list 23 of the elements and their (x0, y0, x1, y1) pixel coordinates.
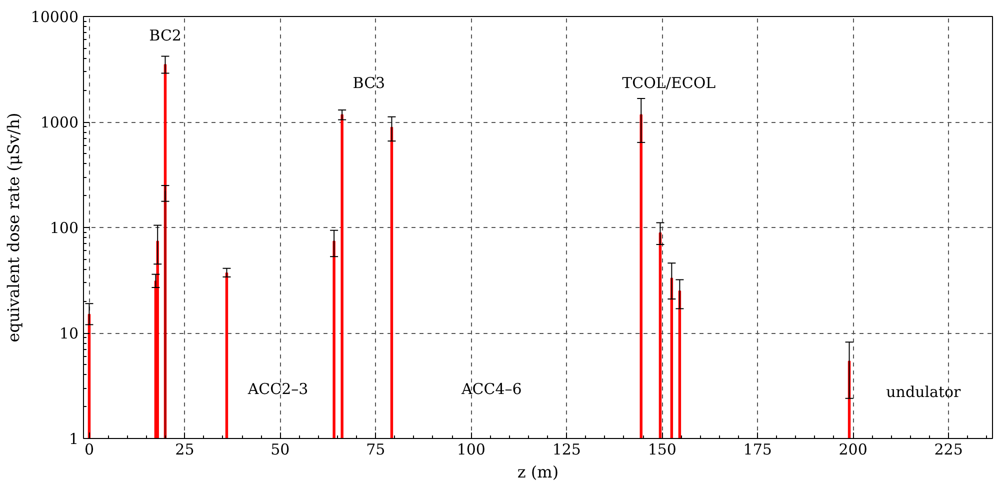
annotation: ACC2–3 (246, 380, 308, 398)
y-tick-label: 1 (68, 430, 79, 448)
x-tick-label: 100 (456, 440, 486, 458)
annotation: ACC4–6 (460, 380, 522, 398)
annotation: TCOL/ECOL (622, 74, 716, 92)
y-tick-label: 1000 (40, 114, 79, 132)
x-tick-label: 225 (934, 440, 963, 458)
annotation: undulator (886, 383, 962, 402)
x-tick-label: 150 (648, 440, 676, 458)
x-tick-label: 0 (84, 440, 94, 458)
annotation: BC3 (352, 74, 386, 92)
y-tick-label: 100 (50, 219, 79, 237)
x-tick-label: 50 (270, 440, 290, 458)
y-axis-title: equivalent dose rate (μSv/h) (4, 112, 23, 342)
x-tick-label: 200 (838, 440, 868, 458)
y-tick-label: 10000 (30, 8, 78, 26)
x-tick-label: 75 (366, 440, 386, 458)
x-axis-title: z (m) (517, 462, 559, 482)
x-tick-label: 125 (552, 440, 581, 458)
annotation: BC2 (149, 26, 182, 44)
x-tick-label: 175 (743, 440, 772, 458)
x-tick-label: 25 (175, 440, 194, 458)
y-tick-label: 10 (59, 324, 79, 342)
